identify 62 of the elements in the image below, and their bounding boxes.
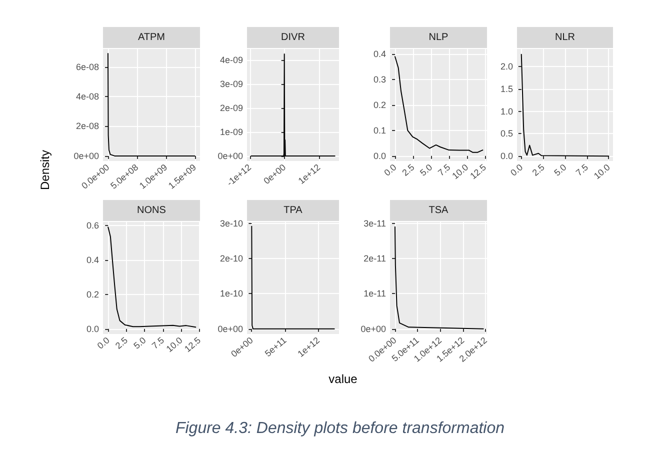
y-tick-label: 1e-10 xyxy=(220,288,243,299)
x-tick-label: 5.0 xyxy=(552,162,568,178)
chart-title: NLR xyxy=(517,27,613,48)
line-series xyxy=(394,226,484,330)
y-tick-label: 0.5 xyxy=(500,128,513,139)
y-tick-label: 0.0 xyxy=(500,151,513,162)
y-tick-label: 3e-10 xyxy=(220,218,243,228)
y-tick-label: 0.4 xyxy=(86,254,99,265)
x-tick-label: 10.0 xyxy=(450,162,470,182)
caption: Figure 4.3: Density plots before transformation xyxy=(174,420,506,438)
line-series xyxy=(108,226,196,328)
x-tick-label: 7.5 xyxy=(436,162,452,178)
y-tick-label: 0.4 xyxy=(373,49,386,60)
line-series xyxy=(251,226,335,330)
y-tick-label: 2e-09 xyxy=(220,103,243,113)
y-tick-label: 0.0 xyxy=(373,150,386,161)
y-tick-label: 0.2 xyxy=(373,100,386,110)
chart-title: DIVR xyxy=(247,27,339,48)
y-tick-label: 2e-08 xyxy=(76,121,99,132)
x-axis-title: value xyxy=(328,372,358,386)
y-tick-label: 0.1 xyxy=(373,125,386,136)
chart-title: NONS xyxy=(103,200,200,221)
x-tick-label: 7.5 xyxy=(150,335,166,351)
y-tick-label: 1.0 xyxy=(500,106,513,116)
x-tick-label: 2.5 xyxy=(530,162,546,178)
x-tick-label: 5.0 xyxy=(132,335,148,351)
line-series xyxy=(250,54,336,156)
y-tick-label: 2e-10 xyxy=(220,254,243,264)
x-tick-label: 2.5 xyxy=(400,162,416,178)
y-tick-label: 0e+00 xyxy=(218,150,243,161)
chart-title: TPA xyxy=(247,200,339,221)
y-tick-label: 4e-09 xyxy=(220,55,243,66)
y-tick-label: 0.2 xyxy=(86,289,99,300)
y-tick-label: 2e-11 xyxy=(364,254,386,264)
y-tick-label: 6e-08 xyxy=(76,62,99,72)
x-tick-label: 5.0 xyxy=(418,162,434,178)
x-tick-label: 12.5 xyxy=(468,162,488,182)
chart-title: TSA xyxy=(390,200,487,221)
x-tick-label: 10.0 xyxy=(592,162,612,182)
chart-title: ATPM xyxy=(103,27,200,48)
y-tick-label: 3e-09 xyxy=(220,79,243,90)
y-tick-label: 0e+00 xyxy=(74,150,99,161)
chart-title: NLP xyxy=(390,27,487,48)
x-tick-label: 7.5 xyxy=(574,162,590,178)
y-tick-label: 1e-09 xyxy=(220,126,243,137)
x-tick-label: 12.5 xyxy=(182,335,202,354)
y-tick-label: 0.0 xyxy=(86,324,99,334)
y-tick-label: 0.3 xyxy=(373,74,386,85)
y-tick-label: 1.5 xyxy=(500,84,513,94)
y-tick-label: 2.0 xyxy=(500,61,513,72)
y-tick-label: 0.6 xyxy=(86,220,99,230)
y-tick-label: 0e+00 xyxy=(218,324,243,334)
y-tick-label: 3e-11 xyxy=(364,218,386,228)
y-tick-label: 4e-08 xyxy=(76,92,99,102)
line-series xyxy=(394,56,484,153)
x-tick-label: 2.5 xyxy=(114,335,130,351)
x-tick-label: 10.0 xyxy=(164,335,184,354)
line-series xyxy=(520,54,610,157)
y-tick-label: 0e+00 xyxy=(360,324,386,334)
y-axis-title: Density xyxy=(38,150,52,190)
line-series xyxy=(107,52,196,156)
y-tick-label: 1e-11 xyxy=(364,288,386,299)
